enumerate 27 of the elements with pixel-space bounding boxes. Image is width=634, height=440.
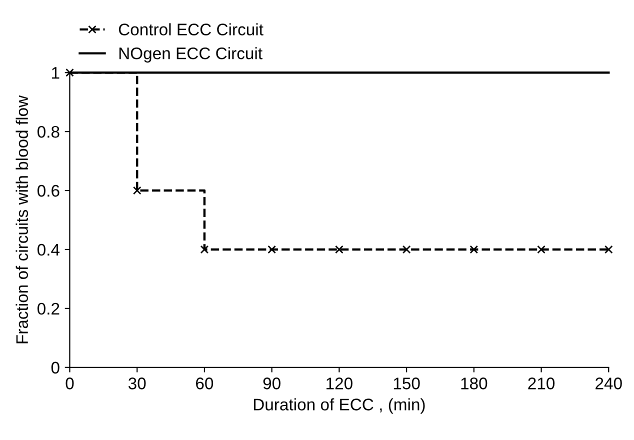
point — [200, 245, 209, 254]
point — [604, 245, 613, 254]
x-tick-label: 180 — [461, 378, 488, 390]
y-tick-label: 0.4 — [38, 244, 60, 256]
x-tick-label: 60 — [196, 378, 214, 390]
y-axis-title: Fraction of circuits with blood flow — [16, 95, 28, 344]
x-tick-label: 150 — [394, 378, 420, 390]
x-tick-label: 210 — [528, 378, 555, 390]
point — [268, 245, 276, 254]
y-tick-label: 0.2 — [38, 302, 60, 315]
x-axis-title: Duration of ECC , (min) — [254, 398, 425, 414]
legend-label: Control ECC Circuit — [118, 23, 264, 36]
x-tick-label: 0 — [66, 378, 74, 390]
point — [470, 245, 478, 254]
x-tick-label: 120 — [326, 378, 352, 390]
point — [132, 186, 142, 195]
point — [335, 245, 344, 254]
point — [402, 245, 411, 254]
y-tick-label: 0 — [51, 362, 60, 374]
y-tick-label: 0.8 — [38, 126, 60, 138]
x-tick-label: 30 — [128, 378, 146, 390]
y-tick-label: 1 — [52, 67, 60, 79]
x-tick-label: 90 — [263, 378, 280, 390]
legend-label: NOgen ECC Circuit — [119, 47, 262, 63]
point — [537, 245, 546, 254]
x-tick-label: 240 — [596, 378, 622, 390]
y-tick-label: 0.6 — [38, 184, 60, 197]
